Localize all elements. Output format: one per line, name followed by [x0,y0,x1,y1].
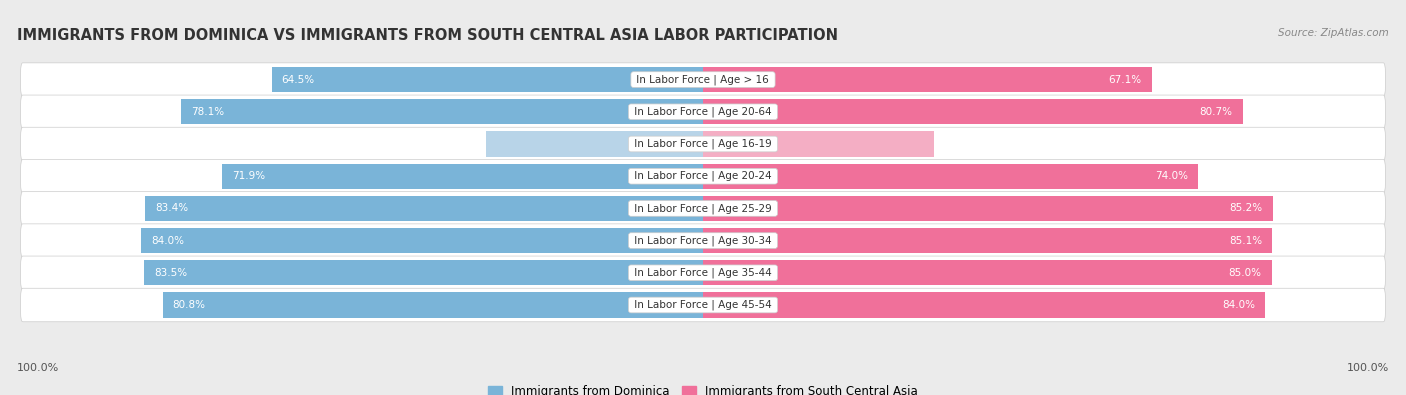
Text: 74.0%: 74.0% [1154,171,1188,181]
Text: In Labor Force | Age 30-34: In Labor Force | Age 30-34 [631,235,775,246]
Bar [180,99,703,124]
Text: 80.7%: 80.7% [1199,107,1233,117]
Text: 83.5%: 83.5% [155,268,187,278]
Bar [163,292,703,318]
Text: 64.5%: 64.5% [281,75,315,85]
Text: In Labor Force | Age 35-44: In Labor Force | Age 35-44 [631,267,775,278]
Bar [703,260,1271,285]
FancyBboxPatch shape [21,160,1385,193]
Bar [141,228,703,253]
Text: In Labor Force | Age 16-19: In Labor Force | Age 16-19 [631,139,775,149]
Text: IMMIGRANTS FROM DOMINICA VS IMMIGRANTS FROM SOUTH CENTRAL ASIA LABOR PARTICIPATI: IMMIGRANTS FROM DOMINICA VS IMMIGRANTS F… [17,28,838,43]
Text: In Labor Force | Age 20-64: In Labor Force | Age 20-64 [631,107,775,117]
FancyBboxPatch shape [21,127,1385,161]
FancyBboxPatch shape [21,63,1385,96]
Text: In Labor Force | Age 25-29: In Labor Force | Age 25-29 [631,203,775,214]
FancyBboxPatch shape [21,95,1385,128]
Text: Source: ZipAtlas.com: Source: ZipAtlas.com [1278,28,1389,38]
Bar [703,164,1198,189]
Text: In Labor Force | Age 45-54: In Labor Force | Age 45-54 [631,300,775,310]
Text: In Labor Force | Age > 16: In Labor Force | Age > 16 [634,74,772,85]
Bar [145,196,703,221]
Bar [145,260,703,285]
Text: 80.8%: 80.8% [173,300,205,310]
Legend: Immigrants from Dominica, Immigrants from South Central Asia: Immigrants from Dominica, Immigrants fro… [484,380,922,395]
Bar [703,132,935,156]
Text: 84.0%: 84.0% [152,235,184,246]
Bar [703,99,1243,124]
Text: 100.0%: 100.0% [1347,363,1389,373]
Bar [271,67,703,92]
Bar [703,196,1272,221]
Text: 85.0%: 85.0% [1229,268,1261,278]
Bar [703,228,1272,253]
Bar [703,67,1152,92]
Text: 84.0%: 84.0% [1222,300,1254,310]
Bar [703,292,1265,318]
FancyBboxPatch shape [21,256,1385,290]
Text: In Labor Force | Age 20-24: In Labor Force | Age 20-24 [631,171,775,181]
Text: 83.4%: 83.4% [155,203,188,213]
FancyBboxPatch shape [21,224,1385,258]
Bar [222,164,703,189]
FancyBboxPatch shape [21,192,1385,225]
Text: 32.5%: 32.5% [659,139,693,149]
Text: 71.9%: 71.9% [232,171,266,181]
Text: 34.6%: 34.6% [713,139,747,149]
Text: 85.2%: 85.2% [1230,203,1263,213]
Text: 78.1%: 78.1% [191,107,224,117]
Text: 67.1%: 67.1% [1109,75,1142,85]
Bar [485,132,703,156]
FancyBboxPatch shape [21,288,1385,322]
Text: 100.0%: 100.0% [17,363,59,373]
Text: 85.1%: 85.1% [1229,235,1263,246]
